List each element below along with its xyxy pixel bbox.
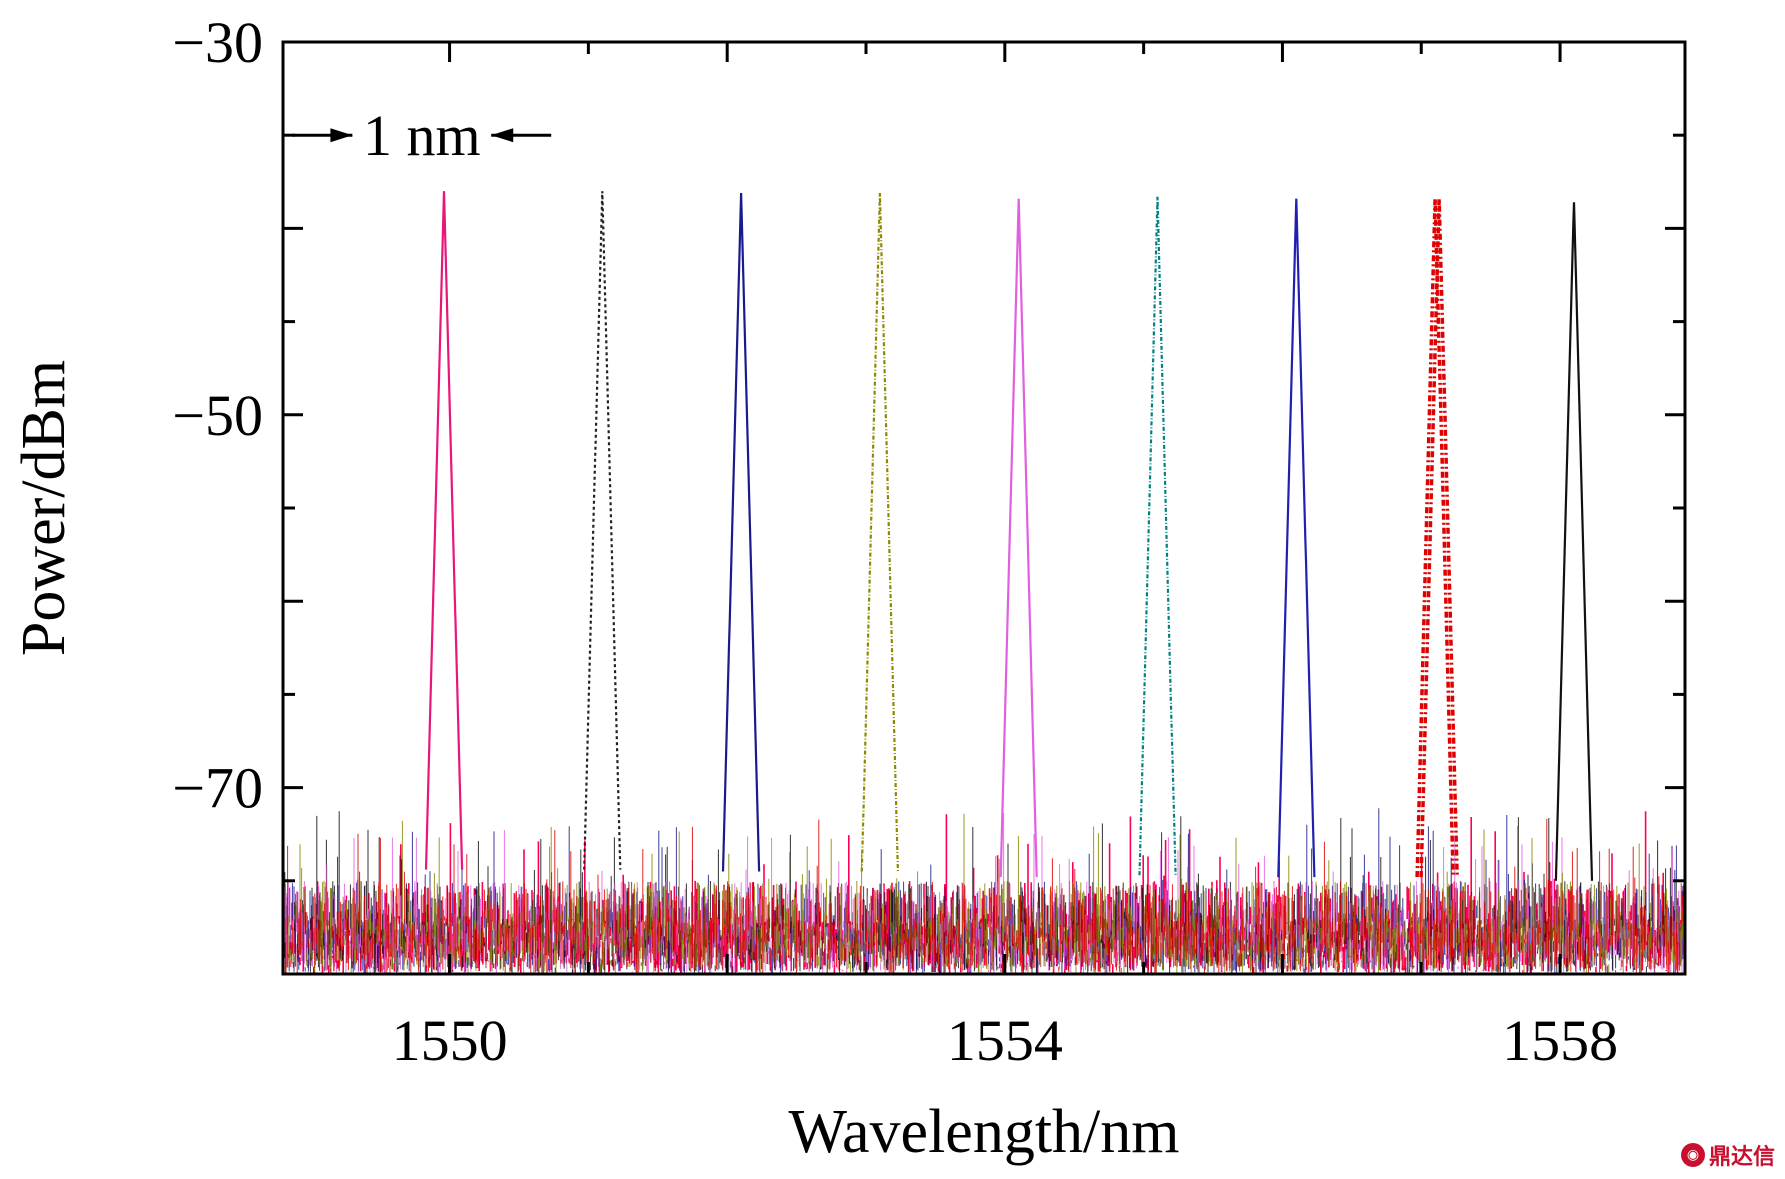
noise-floor-layer [283,808,1685,974]
series-peak-line [1415,198,1455,878]
watermark-text: 鼎达信 [1708,1145,1775,1170]
logo-icon: ◉ [1680,1143,1705,1167]
y-tick-label: −70 [172,756,263,821]
series-peak-line [1277,198,1316,878]
y-tick-label: −30 [172,10,263,75]
annotation-arrowhead-right [491,128,514,143]
annotation-label: 1 nm [363,103,481,168]
series-peak-line [1554,202,1594,881]
series-peak-line [583,191,622,870]
series-peak-line [721,192,761,872]
x-tick-label: 1554 [947,1008,1063,1073]
series-peak-line [860,192,899,872]
series-peak-line [424,191,464,870]
series-peak-line [1419,198,1459,878]
plot-frame [281,40,1687,976]
watermark: ◉ 鼎达信 [1680,1139,1775,1171]
x-tick-label: 1550 [392,1008,508,1073]
ticks-layer: −30 −50 −70 1550 1554 1558 [172,10,1685,1073]
noise-trace [285,818,1684,974]
x-axis-label: Wavelength/nm [788,1098,1179,1166]
x-tick-label: 1558 [1502,1008,1618,1073]
annotation-arrowhead-left [330,128,353,143]
series-peak-line [1138,196,1177,876]
y-axis-label: Power/dBm [10,360,78,656]
series-peak-line [999,198,1038,878]
series-layer [424,191,1594,881]
annotation-layer: 1 nm [292,103,552,168]
y-tick-label: −50 [172,383,263,448]
